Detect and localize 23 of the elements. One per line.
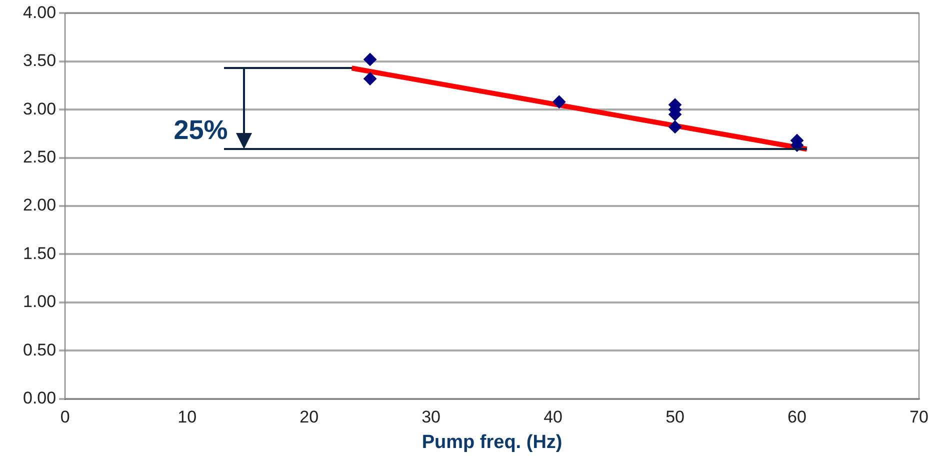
annotation: 25% bbox=[174, 115, 228, 146]
y-tick-label: 4.00 bbox=[22, 2, 56, 22]
x-tick-label: 60 bbox=[788, 408, 806, 427]
y-tick-label: 2.50 bbox=[22, 147, 56, 166]
y-tick-label: 2.00 bbox=[22, 196, 56, 215]
x-tick-label: 70 bbox=[910, 408, 928, 427]
x-tick-label: 50 bbox=[666, 408, 684, 427]
x-tick-label: 20 bbox=[300, 408, 319, 427]
x-tick-label: 30 bbox=[422, 408, 441, 427]
y-tick-label: 1.50 bbox=[22, 244, 56, 263]
y-tick-label: 3.50 bbox=[22, 51, 56, 70]
x-tick-label: 10 bbox=[178, 408, 197, 427]
point bbox=[668, 120, 682, 134]
y-tick-label: 1.00 bbox=[22, 292, 56, 312]
y-tick-label: 3.00 bbox=[22, 99, 56, 118]
point bbox=[364, 52, 377, 66]
x-tick-label: 40 bbox=[544, 408, 562, 427]
x-tick-label: 0 bbox=[60, 408, 70, 427]
point bbox=[364, 72, 377, 86]
point bbox=[552, 95, 566, 108]
y-tick-label: 0.50 bbox=[22, 340, 56, 360]
y-tick-label: 0.00 bbox=[22, 388, 56, 408]
x-axis-title: Pump freq. (Hz) bbox=[422, 432, 562, 453]
